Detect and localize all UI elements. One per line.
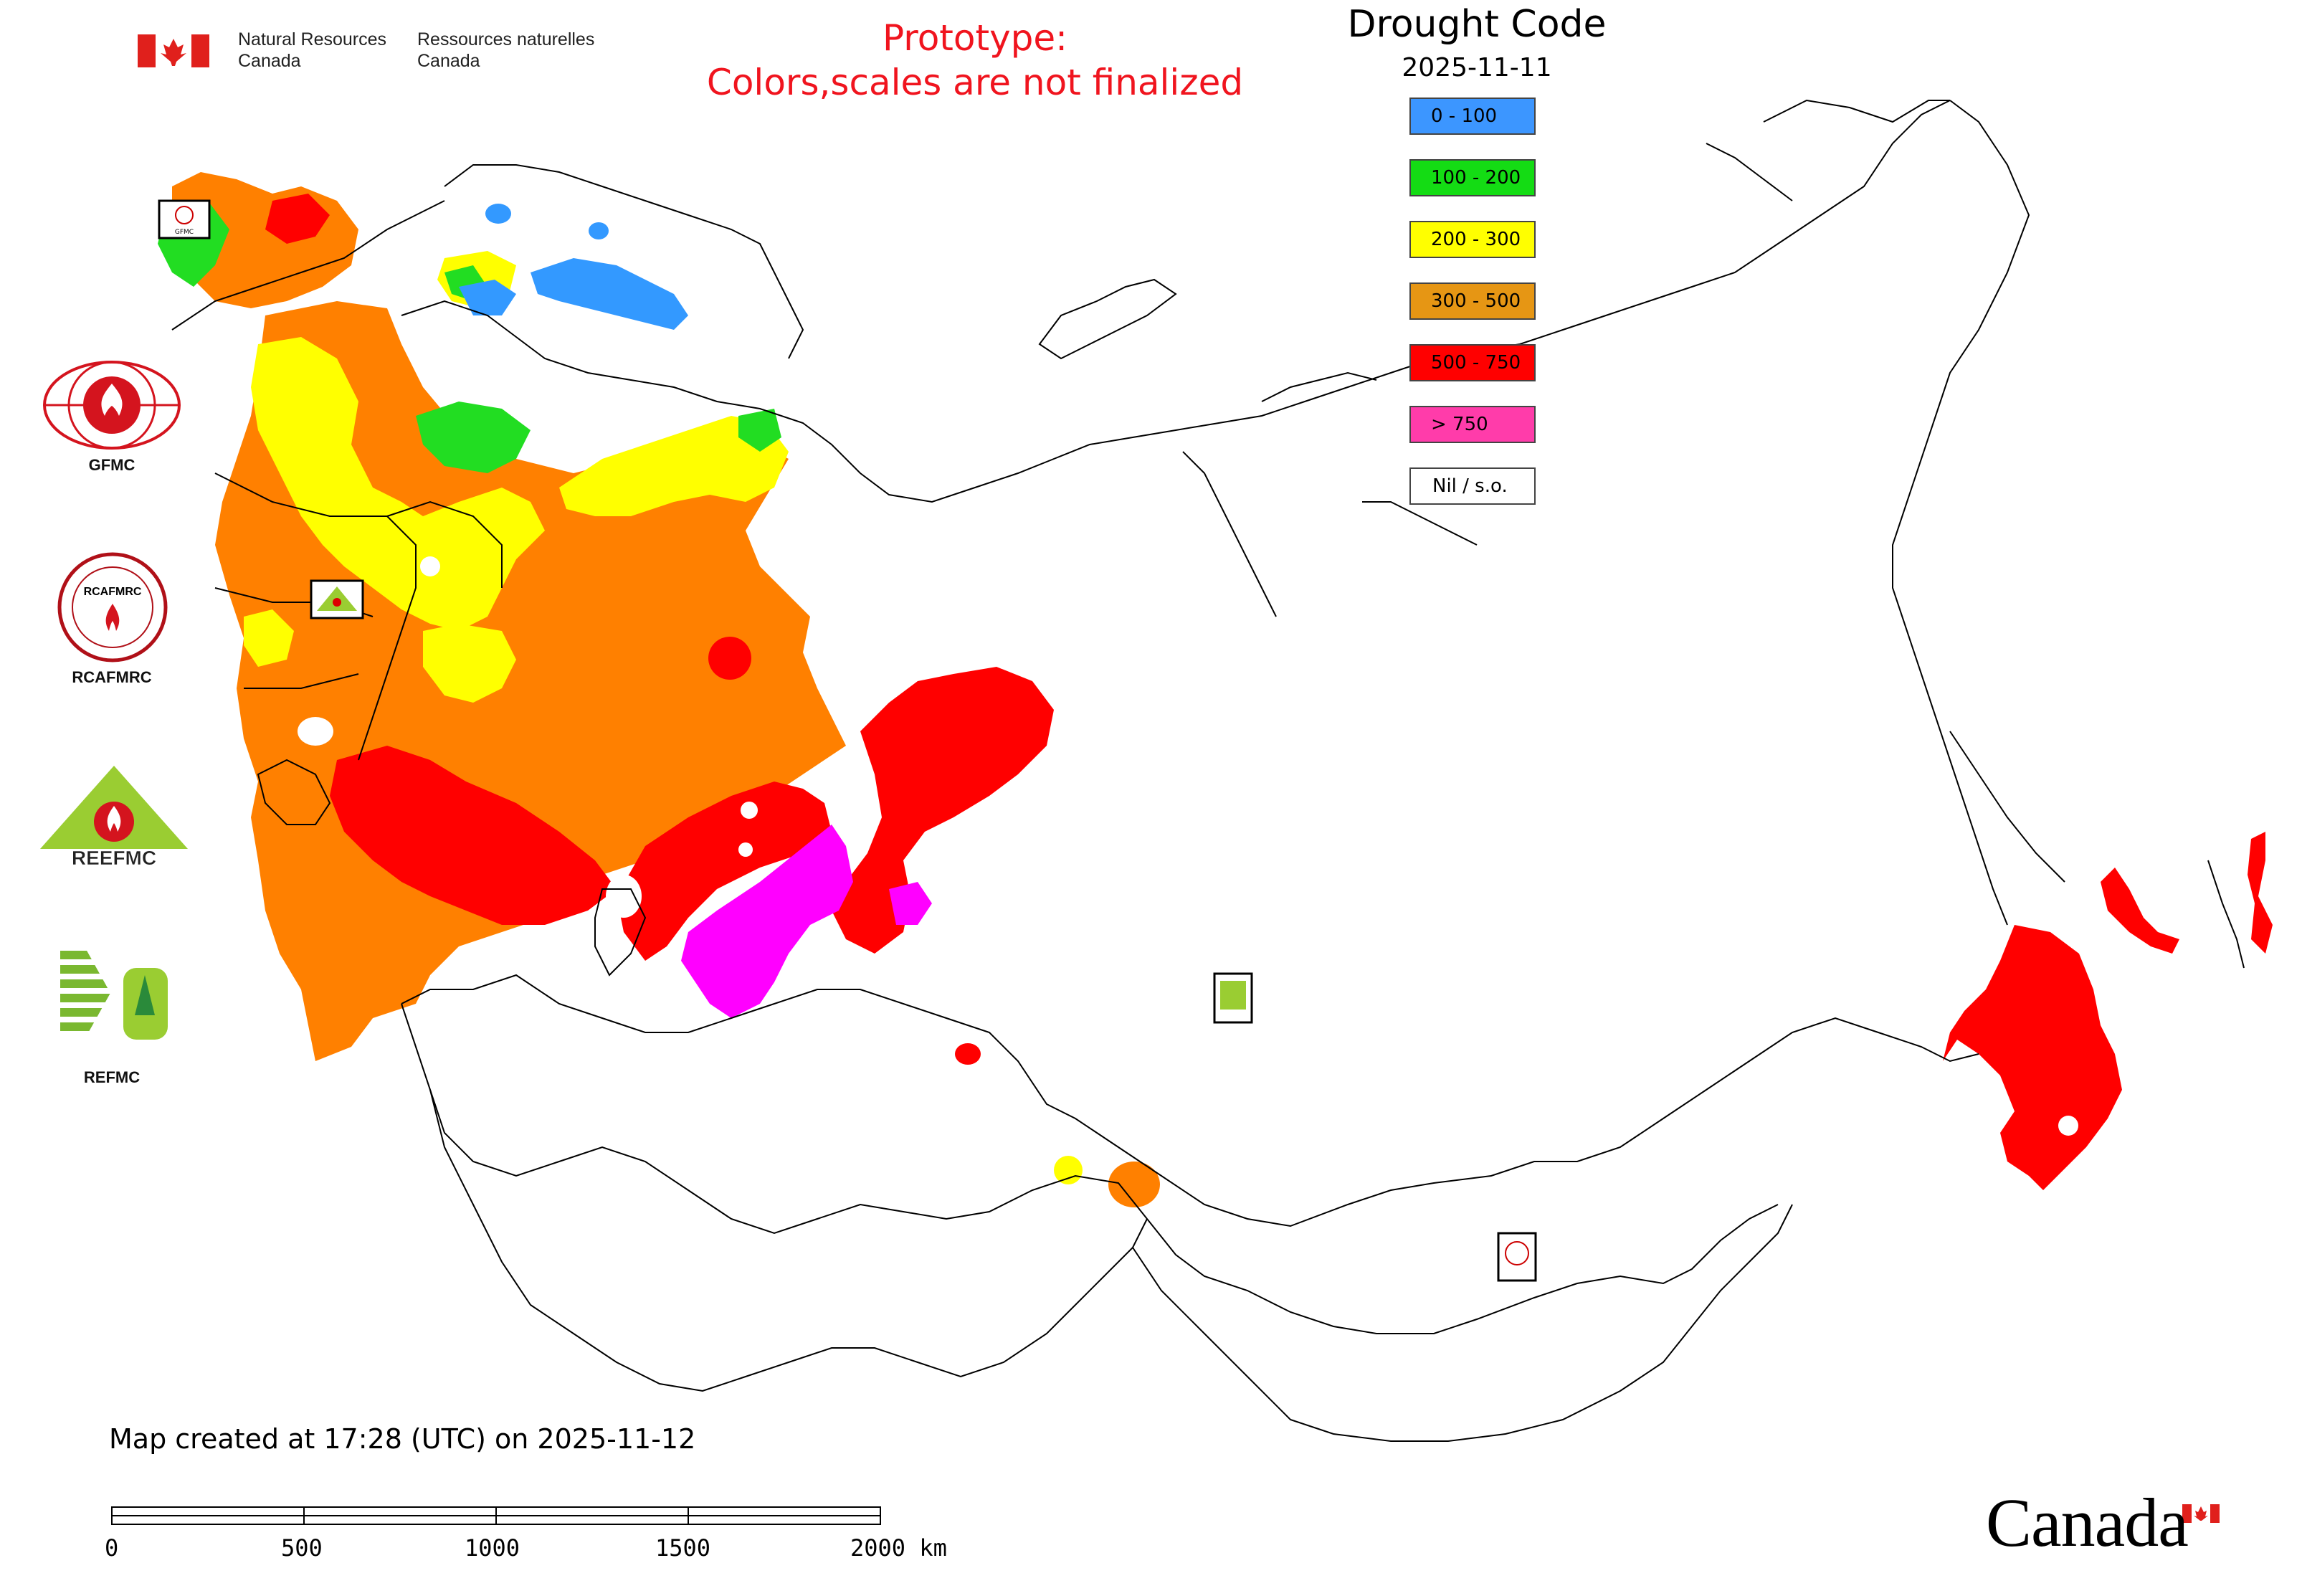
legend-item-0-100: 0 - 100 xyxy=(1409,98,1536,135)
reefmc-logo: REEFMC xyxy=(40,766,188,869)
agency-name-en-line1: Natural Resources xyxy=(238,29,387,49)
prototype-line1: Prototype: xyxy=(882,17,1068,59)
prototype-notice: Prototype: Colors,scales are not finaliz… xyxy=(631,16,1319,105)
scale-label-0: 0 xyxy=(105,1534,119,1562)
country-borders xyxy=(171,99,2245,1442)
refmc-logo-label: REFMC xyxy=(83,1068,141,1086)
map-badge-gfmc-label: GFMC xyxy=(175,229,194,236)
agency-name-en: Natural Resources Canada xyxy=(238,29,386,72)
rcafmrc-badge-text: RCAFMRC xyxy=(84,586,142,598)
no-data-voids xyxy=(298,556,2078,1136)
legend-item-500-750: 500 - 750 xyxy=(1409,344,1536,381)
legend-item-300-500: 300 - 500 xyxy=(1409,282,1536,320)
gfmc-logo xyxy=(43,361,181,450)
refmc-logo xyxy=(59,945,171,1041)
prototype-line2: Colors,scales are not finalized xyxy=(706,62,1244,103)
scale-label-1500: 1500 xyxy=(655,1534,711,1562)
agency-name-en-line2: Canada xyxy=(238,51,301,71)
map-badge-rcafmrc xyxy=(1497,1232,1537,1282)
scale-label-2000km: 2000 km xyxy=(850,1534,947,1562)
agency-name-fr-line2: Canada xyxy=(417,51,480,71)
canada-flag-header xyxy=(138,34,209,67)
legend-item-over-750: > 750 xyxy=(1409,406,1536,443)
map-badge-gfmc: GFMC xyxy=(158,199,211,239)
reefmc-badge-text: REEFMC xyxy=(72,847,156,869)
drought-fill-blue xyxy=(459,204,688,330)
map-badge-refmc xyxy=(1213,972,1253,1024)
canada-wordmark: Canada xyxy=(1986,1484,2189,1561)
drought-fill-magenta xyxy=(681,825,932,1018)
legend-item-100-200: 100 - 200 xyxy=(1409,159,1536,196)
scale-bar xyxy=(111,1506,881,1525)
rcafmrc-logo-label: RCAFMRC xyxy=(72,668,152,686)
map-created-timestamp: Map created at 17:28 (UTC) on 2025-11-12 xyxy=(109,1423,696,1455)
gfmc-logo-label: GFMC xyxy=(88,456,135,474)
legend-item-nil: Nil / s.o. xyxy=(1409,467,1536,505)
scale-label-1000: 1000 xyxy=(465,1534,520,1562)
legend-date: 2025-11-11 xyxy=(1402,53,1552,82)
map-badge-reefmc xyxy=(310,579,364,619)
agency-name-fr-line1: Ressources naturelles xyxy=(417,29,595,49)
legend-title: Drought Code xyxy=(1347,3,1607,46)
legend-item-200-300: 200 - 300 xyxy=(1409,221,1536,258)
rcafmrc-logo: RCAFMRC xyxy=(57,552,168,662)
drought-fill-red xyxy=(265,194,2273,1190)
canada-wordmark-flag xyxy=(2182,1504,2220,1523)
agency-name-fr: Ressources naturelles Canada xyxy=(417,29,594,72)
scale-label-500: 500 xyxy=(281,1534,323,1562)
